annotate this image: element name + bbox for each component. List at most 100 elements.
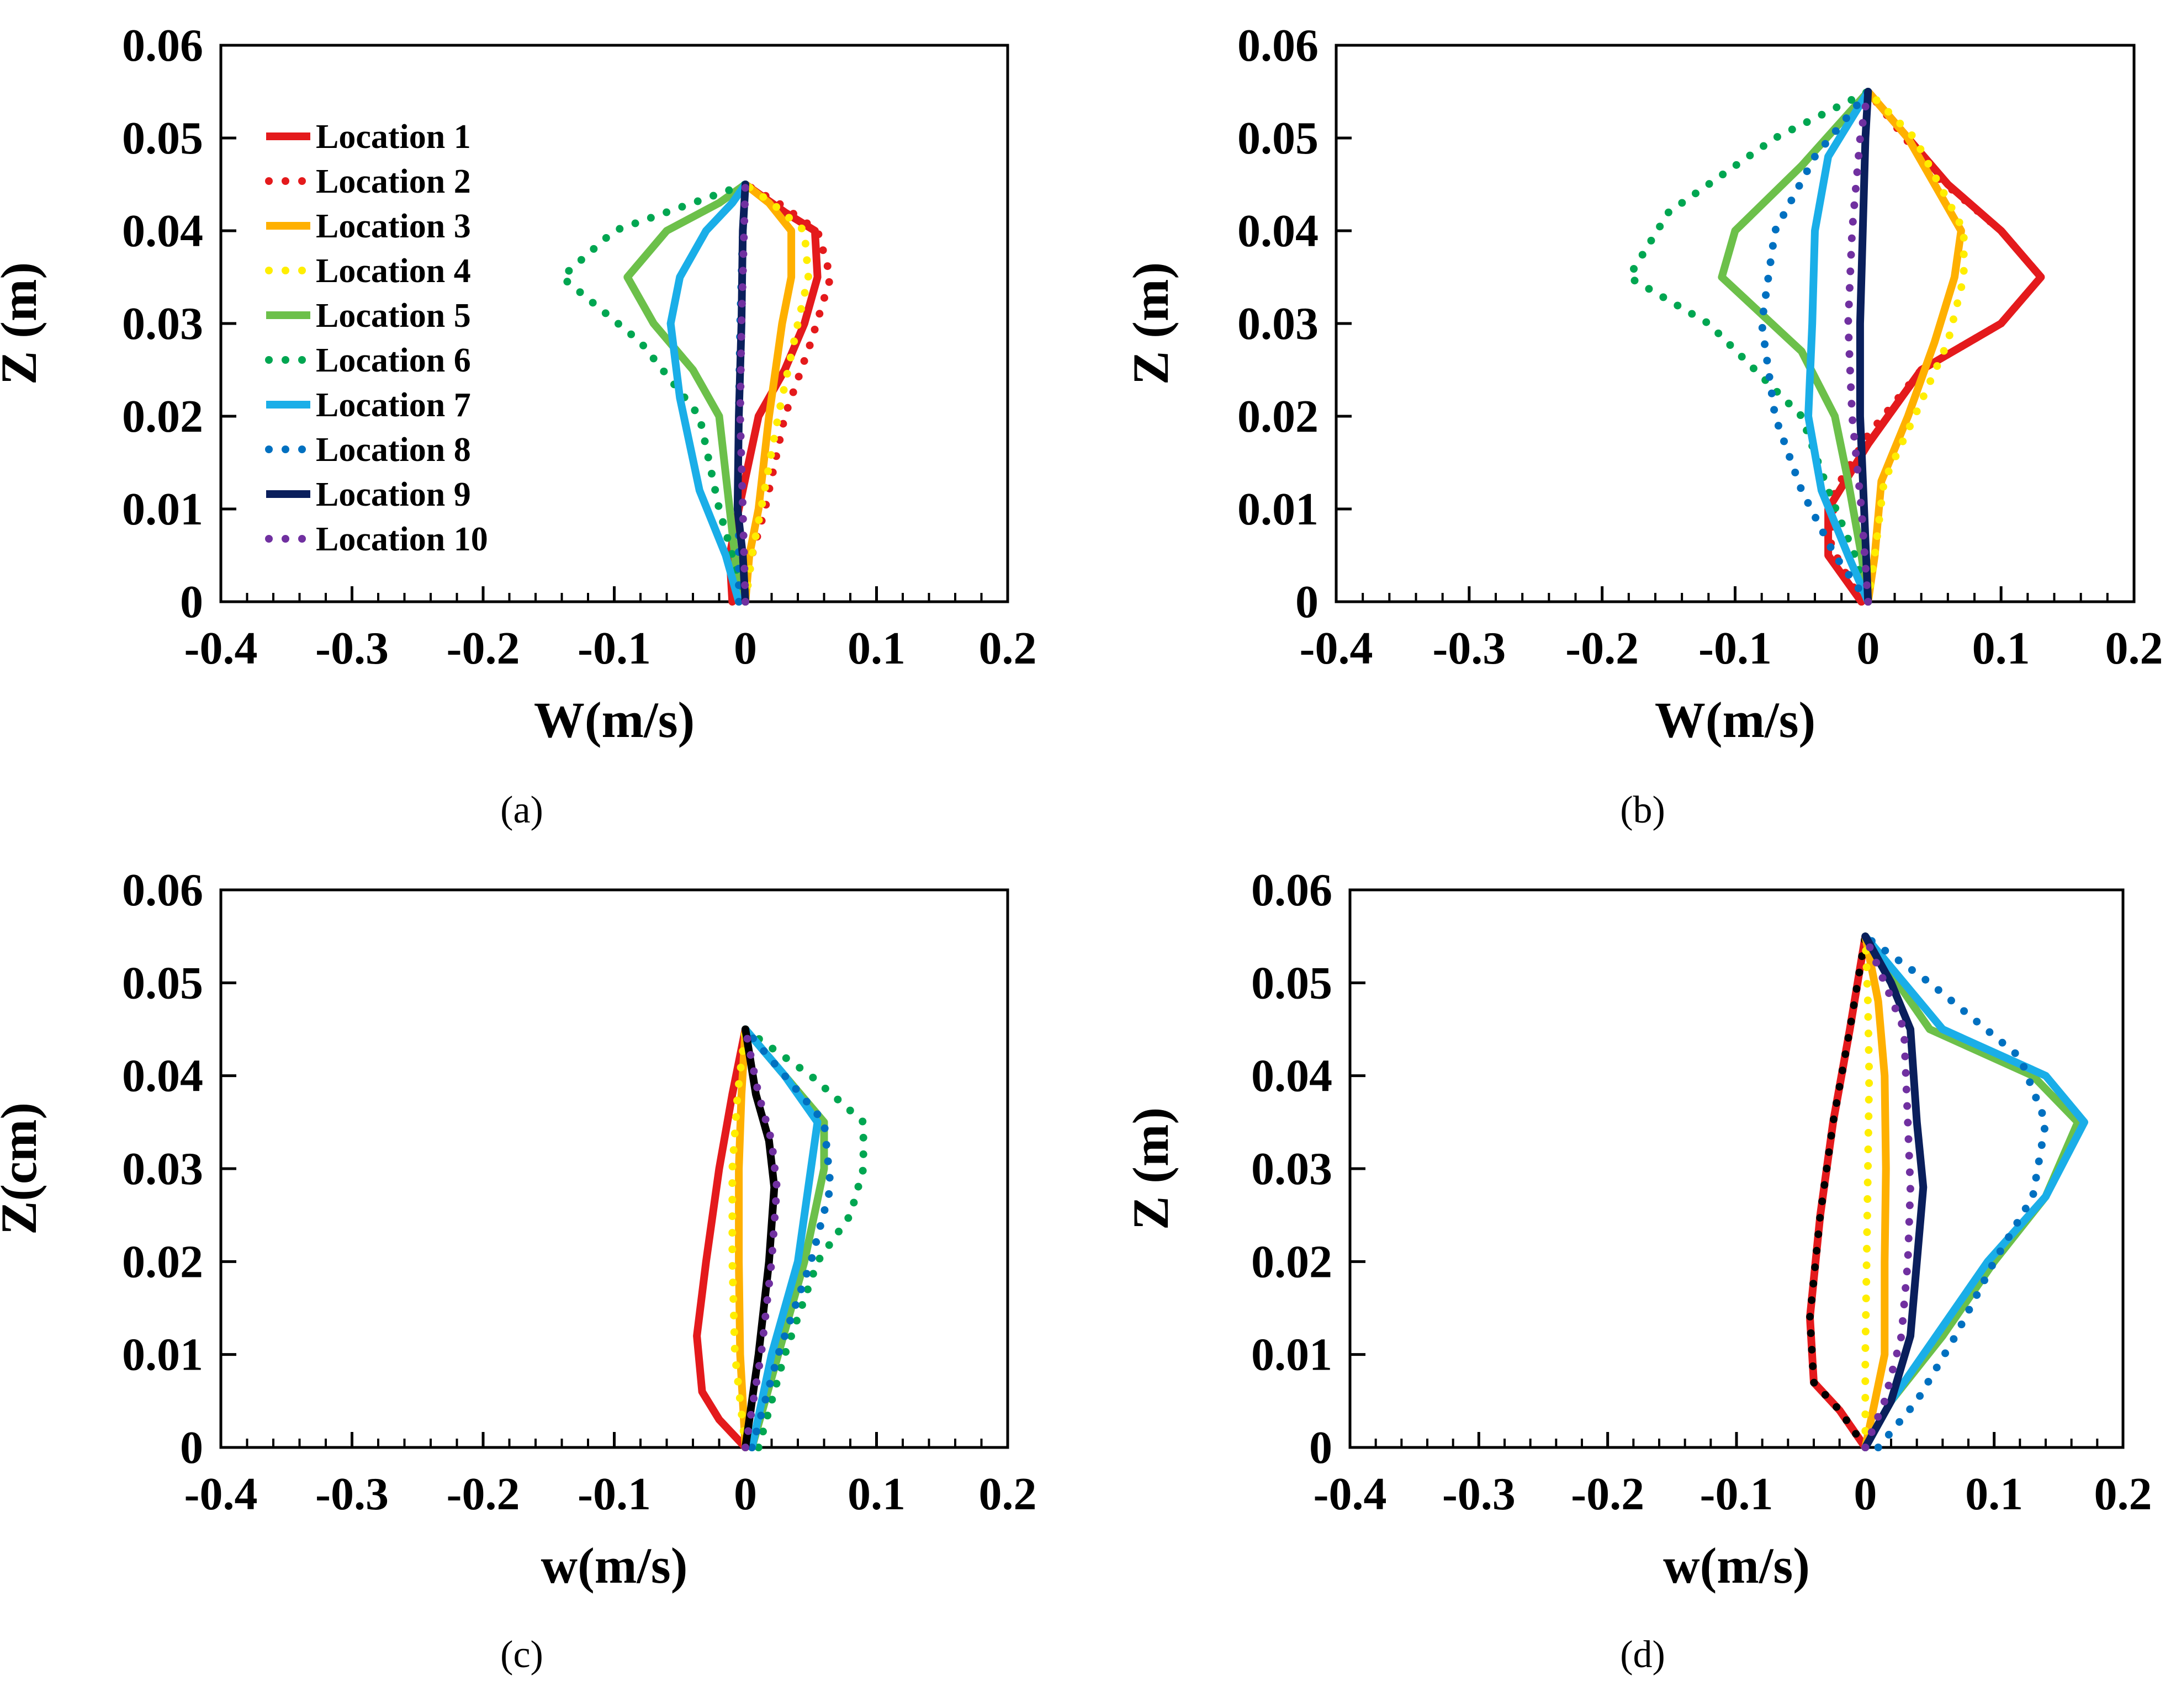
panel-caption: (d) xyxy=(1620,1633,1665,1676)
series-line-location-8 xyxy=(1861,932,2050,1451)
legend: Location 1 Location 2 Location 3 Location 4… xyxy=(265,118,488,558)
series-line-location-6 xyxy=(742,1025,867,1451)
x-tick-label: 0.2 xyxy=(2094,1468,2152,1520)
y-tick-label: 0.04 xyxy=(122,205,203,257)
x-tick-label: -0.4 xyxy=(184,623,258,674)
y-tick-label: 0.02 xyxy=(1237,391,1319,442)
x-tick-label: -0.2 xyxy=(447,1468,520,1520)
plot-frame xyxy=(219,888,1009,1449)
y-tick-label: 0.04 xyxy=(1237,205,1319,257)
y-tick-label: 0 xyxy=(180,576,203,628)
x-tick-label: -0.3 xyxy=(315,1468,389,1520)
y-tick-label: 0 xyxy=(180,1422,203,1473)
series-line-location-10 xyxy=(1861,932,1914,1451)
legend-label: Location 6 xyxy=(316,342,471,379)
series-line-location-7 xyxy=(1804,88,1872,606)
series-line-location-3 xyxy=(1861,932,1890,1451)
panel-caption: (b) xyxy=(1620,789,1665,831)
x-axis-label: W(m/s) xyxy=(1655,692,1815,748)
series-line-location-7 xyxy=(1861,932,2088,1451)
x-tick-label: 0.2 xyxy=(979,1468,1037,1520)
x-tick-label: -0.4 xyxy=(184,1468,258,1520)
x-tick-label: 0.2 xyxy=(2105,623,2163,674)
series-line-location-6 xyxy=(558,181,749,606)
series-line-location-4 xyxy=(1864,88,1968,606)
legend-label: Location 4 xyxy=(316,252,471,290)
y-tick-label: 0.02 xyxy=(1251,1236,1332,1287)
y-tick-label: 0.01 xyxy=(1237,484,1319,535)
y-tick-label: 0.05 xyxy=(1237,113,1319,164)
y-tick-label: 0.06 xyxy=(1251,864,1332,916)
series-line-location-3 xyxy=(1864,88,1965,606)
chart-panel-3: -0.4 -0.3 -0.2 -0.1 0 0.1 0.2 0 0.01 0.02 0.03 0.04… xyxy=(0,864,1037,1676)
y-tick-label: 0.04 xyxy=(1251,1051,1332,1102)
legend-label: Location 8 xyxy=(316,431,471,469)
series-line-location-10 xyxy=(1844,88,1872,606)
chart-panel-2: -0.4 -0.3 -0.2 -0.1 0 0.1 0.2 0 0.01 0.02 0.03 0.04… xyxy=(1123,20,2163,831)
series-line-location-9 xyxy=(1856,88,1872,606)
series-line-location-10 xyxy=(742,1025,781,1451)
x-tick-label: 0.1 xyxy=(1972,623,2030,674)
y-tick-label: 0.06 xyxy=(1237,20,1319,71)
x-tick-label: 0 xyxy=(1854,1468,1877,1520)
y-tick-label: 0.01 xyxy=(1251,1329,1332,1381)
series-line-location-4 xyxy=(728,1025,749,1451)
y-tick-label: 0.03 xyxy=(122,1143,203,1195)
series-line-location-6 xyxy=(1624,88,1872,606)
series-line-location-9 xyxy=(1861,932,1928,1451)
y-axis-label: Z (m) xyxy=(1123,1107,1179,1230)
series-line-location-1 xyxy=(1806,932,1870,1451)
x-tick-label: 0 xyxy=(734,623,757,674)
y-tick-label: 0.05 xyxy=(122,957,203,1009)
x-tick-label: -0.3 xyxy=(1442,1468,1516,1520)
x-tick-label: -0.3 xyxy=(1432,623,1506,674)
legend-label: Location 7 xyxy=(316,386,471,424)
x-axis-label: w(m/s) xyxy=(1663,1537,1810,1594)
x-tick-label: -0.4 xyxy=(1314,1468,1387,1520)
series-line-location-2 xyxy=(1826,88,2045,606)
y-tick-label: 0.01 xyxy=(122,484,203,535)
x-tick-label: 0.1 xyxy=(848,1468,906,1520)
y-axis-label: Z (m) xyxy=(0,262,47,385)
series-line-location-5 xyxy=(1718,88,1872,606)
x-axis-label: W(m/s) xyxy=(534,692,695,748)
panel-caption: (c) xyxy=(500,1633,543,1676)
legend-label: Location 3 xyxy=(316,208,471,245)
x-tick-label: 0.1 xyxy=(848,623,906,674)
y-tick-label: 0 xyxy=(1295,576,1319,628)
y-tick-label: 0.03 xyxy=(1237,298,1319,349)
y-tick-label: 0 xyxy=(1309,1422,1332,1473)
legend-label: Location 9 xyxy=(316,476,471,513)
x-tick-label: -0.2 xyxy=(447,623,520,674)
y-axis-label: Z(cm) xyxy=(0,1102,47,1235)
x-tick-label: -0.4 xyxy=(1300,623,1373,674)
series-line-location-10 xyxy=(736,181,749,606)
x-tick-label: -0.1 xyxy=(578,1468,651,1520)
series-line-location-4 xyxy=(1861,932,1873,1451)
series-line-location-2 xyxy=(1806,932,1870,1451)
legend-label: Location 2 xyxy=(316,163,471,200)
x-tick-label: -0.1 xyxy=(1698,623,1772,674)
x-axis-label: w(m/s) xyxy=(541,1537,688,1594)
x-tick-label: -0.2 xyxy=(1571,1468,1644,1520)
y-tick-label: 0.01 xyxy=(122,1329,203,1381)
y-tick-label: 0.05 xyxy=(1251,957,1332,1009)
series-line-location-3 xyxy=(742,181,796,606)
legend-label: Location 5 xyxy=(316,297,471,335)
x-tick-label: -0.2 xyxy=(1565,623,1639,674)
y-tick-label: 0.03 xyxy=(1251,1143,1332,1195)
x-tick-label: 0 xyxy=(1856,623,1879,674)
y-tick-label: 0.05 xyxy=(122,113,203,164)
plot-frame xyxy=(1348,888,2125,1449)
chart-panel-1: -0.4 -0.3 -0.2 -0.1 0 0.1 0.2 0 0.01 0.02 0.03 0.04… xyxy=(0,20,1037,831)
legend-label: Location 10 xyxy=(316,521,488,558)
y-tick-label: 0.04 xyxy=(122,1051,203,1102)
x-tick-label: 0 xyxy=(734,1468,757,1520)
plot-frame xyxy=(1335,44,2136,603)
y-tick-label: 0.06 xyxy=(122,864,203,916)
series-line-location-4 xyxy=(742,181,812,606)
legend-label: Location 1 xyxy=(316,118,471,156)
series-line-location-8 xyxy=(1757,88,1872,606)
chart-panel-4: -0.4 -0.3 -0.2 -0.1 0 0.1 0.2 0 0.01 0.02 0.03 0.04… xyxy=(1123,864,2152,1676)
